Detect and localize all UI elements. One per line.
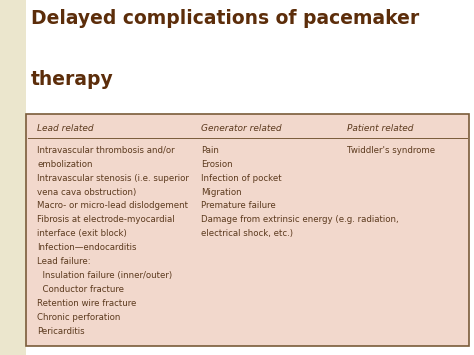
Text: Insulation failure (inner/outer): Insulation failure (inner/outer): [37, 271, 172, 280]
Text: Chronic perforation: Chronic perforation: [37, 313, 120, 322]
Text: embolization: embolization: [37, 160, 92, 169]
Text: Premature failure: Premature failure: [201, 202, 276, 211]
Text: vena cava obstruction): vena cava obstruction): [37, 187, 137, 197]
Text: therapy: therapy: [30, 70, 113, 89]
Text: Lead failure:: Lead failure:: [37, 257, 91, 266]
Text: Macro- or micro-lead dislodgement: Macro- or micro-lead dislodgement: [37, 202, 188, 211]
Text: Erosion: Erosion: [201, 160, 233, 169]
Text: Pain: Pain: [201, 146, 219, 155]
Text: Intravascular stenosis (i.e. superior: Intravascular stenosis (i.e. superior: [37, 174, 189, 182]
Text: Intravascular thrombosis and/or: Intravascular thrombosis and/or: [37, 146, 175, 155]
Text: Migration: Migration: [201, 187, 242, 197]
Text: Infection of pocket: Infection of pocket: [201, 174, 282, 182]
Text: Lead related: Lead related: [37, 124, 94, 133]
Text: Delayed complications of pacemaker: Delayed complications of pacemaker: [30, 9, 419, 28]
Text: Conductor fracture: Conductor fracture: [37, 285, 124, 294]
Text: Generator related: Generator related: [201, 124, 282, 133]
Text: Damage from extrinsic energy (e.g. radiation,: Damage from extrinsic energy (e.g. radia…: [201, 215, 399, 224]
Text: Patient related: Patient related: [347, 124, 414, 133]
Text: Twiddler's syndrome: Twiddler's syndrome: [347, 146, 436, 155]
Text: electrical shock, etc.): electrical shock, etc.): [201, 229, 293, 239]
Text: Fibrosis at electrode-myocardial: Fibrosis at electrode-myocardial: [37, 215, 175, 224]
Text: Pericarditis: Pericarditis: [37, 327, 85, 336]
Text: Infection—endocarditis: Infection—endocarditis: [37, 243, 137, 252]
Circle shape: [0, 0, 60, 355]
Text: interface (exit block): interface (exit block): [37, 229, 127, 239]
FancyBboxPatch shape: [26, 114, 469, 346]
Text: Retention wire fracture: Retention wire fracture: [37, 299, 137, 308]
